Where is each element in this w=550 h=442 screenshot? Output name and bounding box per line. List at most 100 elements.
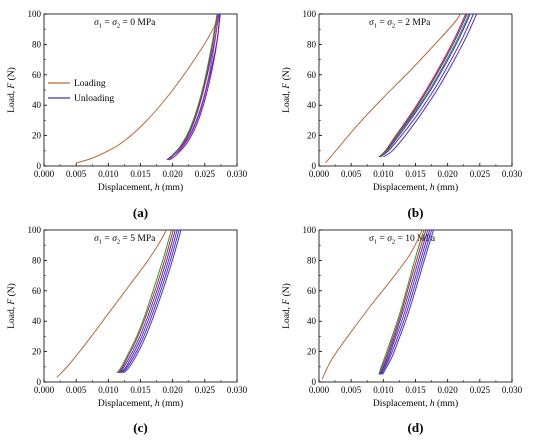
y-tick-label: 100	[303, 9, 317, 19]
y-tick-label: 60	[307, 286, 317, 296]
unloading-curve	[169, 13, 219, 161]
y-axis-title-var: F	[7, 83, 17, 90]
panel-4: 0.000 0.005 0.010 0.015 0.020 0.025 0.030 0 20 40…	[281, 225, 523, 435]
condition-equals: =	[377, 18, 387, 28]
y-tick-label: 100	[28, 225, 42, 235]
x-tick-label: 0.005	[66, 169, 87, 179]
panel-label: (a)	[133, 205, 148, 220]
x-axis-title-unit: (mm)	[160, 182, 183, 193]
loading-curve	[321, 229, 423, 380]
x-axis-title: Displacement, h (mm)	[373, 398, 458, 409]
x-tick-label: 0.020	[438, 169, 459, 179]
unloading-curve	[118, 229, 176, 374]
y-tick-label: 20	[32, 347, 42, 357]
x-tick-label: 0.020	[438, 385, 459, 395]
condition-symbol-2: σ	[387, 234, 392, 244]
y-axis-title-text: Load,	[7, 89, 17, 113]
y-tick-label: 0	[37, 377, 42, 387]
y-tick-label: 40	[307, 100, 317, 110]
unloading-curve	[168, 13, 218, 161]
y-tick-label: 80	[307, 39, 317, 49]
x-axis-title-unit: (mm)	[160, 398, 183, 409]
x-tick-label: 0.000	[309, 169, 330, 179]
condition-symbol-2: σ	[112, 234, 117, 244]
y-tick-label: 100	[28, 9, 42, 19]
x-tick-label: 0.015	[130, 385, 151, 395]
x-axis-title-text: Displacement,	[98, 399, 155, 409]
x-tick-label: 0.005	[341, 385, 362, 395]
unloading-curve	[379, 13, 474, 158]
y-tick-label: 0	[37, 161, 42, 171]
panel-label: (d)	[408, 420, 424, 435]
x-axis-title-text: Displacement,	[373, 183, 430, 193]
condition-symbol-1: σ	[94, 234, 99, 244]
x-tick-label: 0.025	[195, 169, 216, 179]
y-axis-title-unit: (N)	[281, 67, 292, 83]
x-tick-label: 0.030	[227, 385, 248, 395]
y-axis-title-var: F	[7, 299, 17, 306]
y-tick-label: 20	[307, 131, 317, 141]
unloading-curve	[379, 13, 470, 158]
x-axis-title: Displacement, h (mm)	[373, 182, 458, 193]
x-axis-title: Displacement, h (mm)	[98, 182, 183, 193]
y-axis-title-var: F	[282, 83, 292, 90]
x-tick-label: 0.020	[163, 169, 184, 179]
condition-subscript-2: 2	[117, 239, 120, 246]
condition-subscript-1: 1	[374, 23, 377, 30]
x-axis-title-var: h	[430, 399, 435, 409]
unloading-curve	[378, 229, 425, 375]
condition-label: σ1 = σ2 = 0 MPa	[94, 18, 156, 30]
condition-value: = 0 MPa	[120, 18, 156, 28]
loading-curve	[56, 229, 167, 378]
y-axis-title-unit: (N)	[281, 283, 292, 299]
x-axis-title-var: h	[155, 399, 160, 409]
x-tick-label: 0.020	[163, 385, 184, 395]
y-axis-title-unit: (N)	[6, 67, 17, 83]
legend: Loading Unloading	[48, 79, 114, 104]
y-axis-title-var: F	[282, 299, 292, 306]
condition-equals: =	[102, 18, 112, 28]
y-axis-title-text: Load,	[282, 305, 292, 329]
unloading-curve	[378, 13, 467, 158]
x-axis-title-unit: (mm)	[435, 398, 458, 409]
unloading-curve	[169, 13, 221, 161]
y-tick-label: 80	[32, 255, 42, 265]
panel-1: 0.000 0.005 0.010 0.015 0.020 0.025 0.030 0 20 40…	[6, 9, 248, 220]
x-tick-label: 0.025	[470, 385, 491, 395]
unloading-curve	[380, 13, 471, 158]
y-tick-label: 0	[312, 377, 317, 387]
condition-subscript-1: 1	[99, 239, 102, 246]
condition-subscript-2: 2	[117, 23, 120, 30]
x-tick-label: 0.015	[130, 169, 151, 179]
x-tick-label: 0.015	[405, 385, 426, 395]
panel-label: (c)	[133, 420, 147, 435]
y-tick-label: 0	[312, 161, 317, 171]
x-tick-label: 0.010	[98, 385, 119, 395]
legend-label-loading: Loading	[74, 79, 106, 89]
x-tick-label: 0.010	[373, 169, 394, 179]
x-tick-label: 0.025	[470, 169, 491, 179]
condition-label: σ1 = σ2 = 5 MPa	[94, 234, 156, 246]
y-axis-title-unit: (N)	[6, 283, 17, 299]
condition-equals: =	[377, 234, 387, 244]
condition-value: = 2 MPa	[395, 18, 431, 28]
unloading-curve	[379, 13, 468, 158]
unloading-curve	[122, 229, 182, 374]
x-tick-label: 0.005	[66, 385, 87, 395]
x-tick-label: 0.010	[373, 385, 394, 395]
unloading-curve	[382, 229, 434, 375]
y-tick-label: 20	[307, 347, 317, 357]
loading-curve	[76, 13, 219, 164]
y-tick-label: 60	[32, 70, 42, 80]
panel-2: 0.000 0.005 0.010 0.015 0.020 0.025 0.030 0 20 40…	[281, 9, 523, 220]
x-axis-title-var: h	[155, 183, 160, 193]
y-axis-title-text: Load,	[7, 305, 17, 329]
y-axis-title: Load, F (N)	[281, 283, 292, 329]
y-axis-title: Load, F (N)	[6, 67, 17, 113]
x-axis-title-text: Displacement,	[373, 399, 430, 409]
panel-3: 0.000 0.005 0.010 0.015 0.020 0.025 0.030 0 20 40…	[6, 225, 248, 435]
y-tick-label: 60	[32, 286, 42, 296]
panel-label: (b)	[408, 205, 424, 220]
